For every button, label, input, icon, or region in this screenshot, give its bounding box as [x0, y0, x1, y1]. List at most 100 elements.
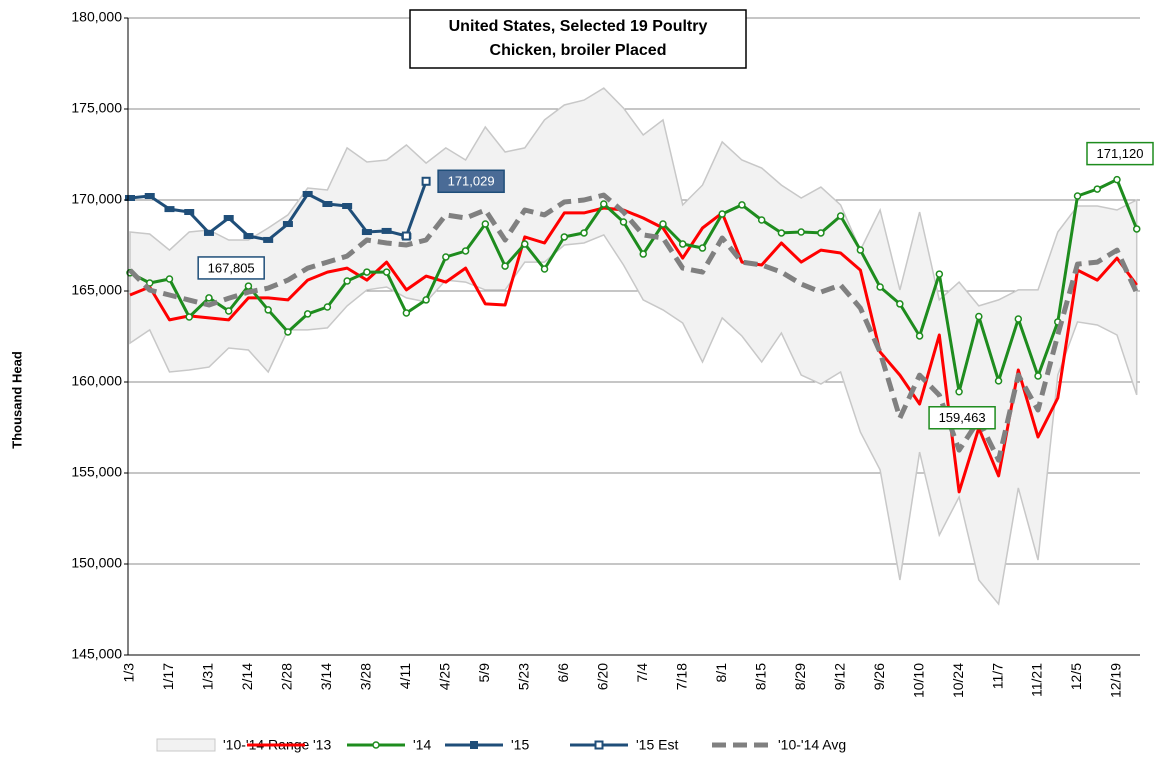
point: [243, 233, 254, 240]
legend-label: '14: [413, 737, 431, 753]
legend-marker: [594, 740, 604, 750]
point: [461, 247, 470, 255]
x-tick-label: 1/17: [160, 663, 176, 690]
x-tick-label: 8/29: [792, 663, 808, 690]
x-tick-label: 4/11: [397, 663, 413, 689]
point: [639, 250, 647, 258]
y-tick-label: 155,000: [71, 464, 122, 480]
point: [402, 309, 411, 317]
point: [303, 310, 312, 318]
point: [481, 220, 490, 228]
y-tick-label: 180,000: [71, 9, 122, 25]
legend-marker: [470, 741, 478, 749]
legend-marker: [372, 741, 380, 749]
point: [343, 277, 351, 285]
legend-swatch: [156, 738, 216, 752]
point: [876, 283, 884, 291]
point: [678, 240, 687, 248]
x-tick-label: 9/12: [831, 663, 847, 690]
point: [994, 377, 1003, 385]
legend-label: '13: [313, 737, 331, 753]
point: [302, 190, 313, 197]
value-label-box: [1086, 141, 1154, 166]
point: [718, 210, 726, 218]
point: [896, 300, 904, 308]
x-tick-label: 7/4: [634, 663, 650, 683]
y-tick-label: 145,000: [71, 646, 122, 662]
point: [1132, 225, 1141, 233]
range-area: [129, 87, 1138, 606]
point: [777, 229, 786, 237]
x-tick-label: 4/25: [437, 663, 453, 690]
point: [619, 218, 628, 226]
point: [442, 253, 450, 261]
x-tick-label: 3/14: [318, 663, 334, 690]
point: [205, 294, 213, 302]
point: [284, 328, 292, 336]
point: [224, 307, 233, 315]
legend-label: '15 Est: [636, 737, 678, 753]
point: [521, 240, 529, 248]
x-tick-label: 12/5: [1068, 663, 1084, 690]
value-label: 159,463: [939, 410, 986, 425]
x-tick-label: 3/28: [358, 663, 374, 690]
point: [165, 275, 174, 283]
x-tick-label: 10/24: [950, 663, 966, 698]
legend: '10-'14 Range '13'14'15'15 Est '10-'14 Avg: [156, 737, 846, 753]
x-tick-label: 2/14: [239, 663, 255, 690]
point: [342, 203, 353, 210]
point: [935, 270, 944, 278]
point: [698, 244, 707, 252]
series-line: [404, 180, 428, 237]
point: [659, 220, 667, 228]
point: [836, 212, 845, 220]
x-tick-label: 1/31: [200, 663, 216, 690]
point: [421, 176, 431, 186]
point: [323, 303, 332, 311]
point: [264, 306, 272, 314]
point: [1113, 175, 1121, 184]
x-tick-label: 2/28: [279, 663, 295, 690]
x-tick-label: 1/3: [121, 663, 137, 683]
point: [381, 227, 392, 234]
point: [817, 229, 825, 237]
x-tick-label: 7/18: [673, 663, 689, 690]
x-tick-label: 10/10: [910, 663, 926, 698]
point: [144, 192, 155, 199]
point: [282, 221, 293, 228]
y-axis-label: Thousand Head: [9, 351, 24, 449]
x-tick-label: 6/6: [555, 663, 571, 683]
series-line: [128, 192, 1139, 463]
point: [1093, 185, 1102, 193]
range-band: [129, 87, 1138, 606]
point: [185, 313, 193, 321]
value-labels: 159,463 171,120 167,805 171,029: [197, 141, 1154, 430]
point: [540, 265, 549, 273]
value-label-box: [197, 256, 265, 280]
y-tick-label: 150,000: [71, 555, 122, 571]
x-tick-label: 11/21: [1029, 663, 1045, 697]
x-tick-label: 5/9: [476, 663, 492, 683]
point: [244, 282, 253, 290]
title-box: [409, 9, 747, 69]
point: [263, 236, 274, 243]
point: [145, 279, 154, 287]
point: [856, 246, 865, 254]
point: [125, 194, 135, 201]
y-tick-label: 160,000: [71, 373, 122, 389]
point: [600, 200, 608, 208]
value-label-box: [928, 406, 996, 430]
point: [1014, 315, 1023, 323]
point: [361, 229, 372, 236]
y-tick-label: 175,000: [71, 100, 122, 116]
point: [757, 216, 766, 224]
point: [975, 312, 983, 321]
x-tick-label: 11/7: [989, 663, 1005, 689]
point: [797, 228, 805, 236]
point: [1073, 192, 1082, 200]
chart-title: United States, Selected 19 Poultry: [449, 18, 708, 35]
x-tick-label: 6/20: [594, 663, 610, 690]
point: [401, 231, 411, 241]
x-tick-label: 12/19: [1108, 663, 1124, 698]
lines: [125, 175, 1141, 494]
